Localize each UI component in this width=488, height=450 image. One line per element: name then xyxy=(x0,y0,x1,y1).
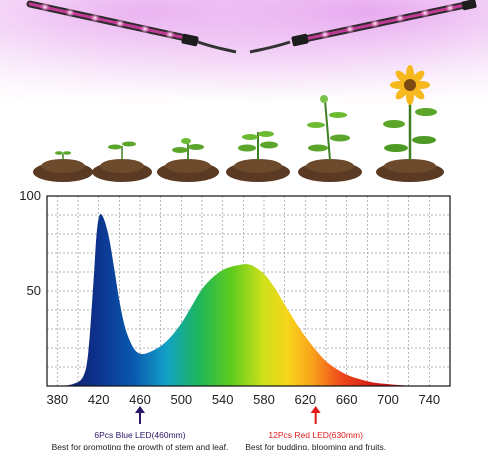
x-tick-label: 620 xyxy=(294,392,316,407)
plant-stage-6-sunflower xyxy=(376,65,444,182)
x-tick-label: 700 xyxy=(377,392,399,407)
y-tick-label: 100 xyxy=(19,188,41,203)
x-tick-label: 500 xyxy=(170,392,192,407)
arrow-up-icon xyxy=(310,406,321,413)
blue-led-annotation: 6Pcs Blue LED(460mm) Best for promoting t… xyxy=(52,406,229,450)
plant-stage-5 xyxy=(298,95,362,182)
plant-stage-3 xyxy=(157,138,219,182)
plant-stage-1 xyxy=(33,151,93,182)
x-tick-label: 740 xyxy=(418,392,440,407)
x-tick-label: 420 xyxy=(88,392,110,407)
x-tick-label: 580 xyxy=(253,392,275,407)
spectrum-area xyxy=(57,213,419,386)
annotation-description: Best for budding, blooming and fruits. xyxy=(245,442,386,450)
annotation-label: 6Pcs Blue LED(460mm) xyxy=(94,430,185,440)
annotation-description: Best for promoting the growth of stem an… xyxy=(52,442,229,450)
led-annotations: 6Pcs Blue LED(460mm) Best for promoting t… xyxy=(52,406,386,450)
red-led-annotation: 12Pcs Red LED(630mm) Best for budding, bl… xyxy=(245,406,386,450)
annotation-label: 12Pcs Red LED(630mm) xyxy=(268,430,363,440)
x-tick-label: 540 xyxy=(212,392,234,407)
spectrum-chart: 100 50 380 420 460 500 540 580 620 660 700 740 6Pc… xyxy=(19,188,451,450)
plant-stage-2 xyxy=(92,141,152,182)
right-grow-light-bar xyxy=(249,0,477,54)
x-tick-label: 380 xyxy=(46,392,68,407)
plot-border xyxy=(46,195,451,387)
arrow-up-icon xyxy=(135,406,145,413)
plant-stage-4 xyxy=(226,131,290,182)
x-tick-label: 660 xyxy=(336,392,358,407)
x-axis-ticks: 380 420 460 500 540 580 620 660 700 740 xyxy=(46,392,440,407)
x-tick-label: 460 xyxy=(129,392,151,407)
left-grow-light-bar xyxy=(26,0,237,54)
plot-frame xyxy=(46,195,451,387)
y-axis-ticks: 100 50 xyxy=(19,188,41,298)
grow-light-illustration xyxy=(0,0,488,186)
y-tick-label: 50 xyxy=(27,283,41,298)
